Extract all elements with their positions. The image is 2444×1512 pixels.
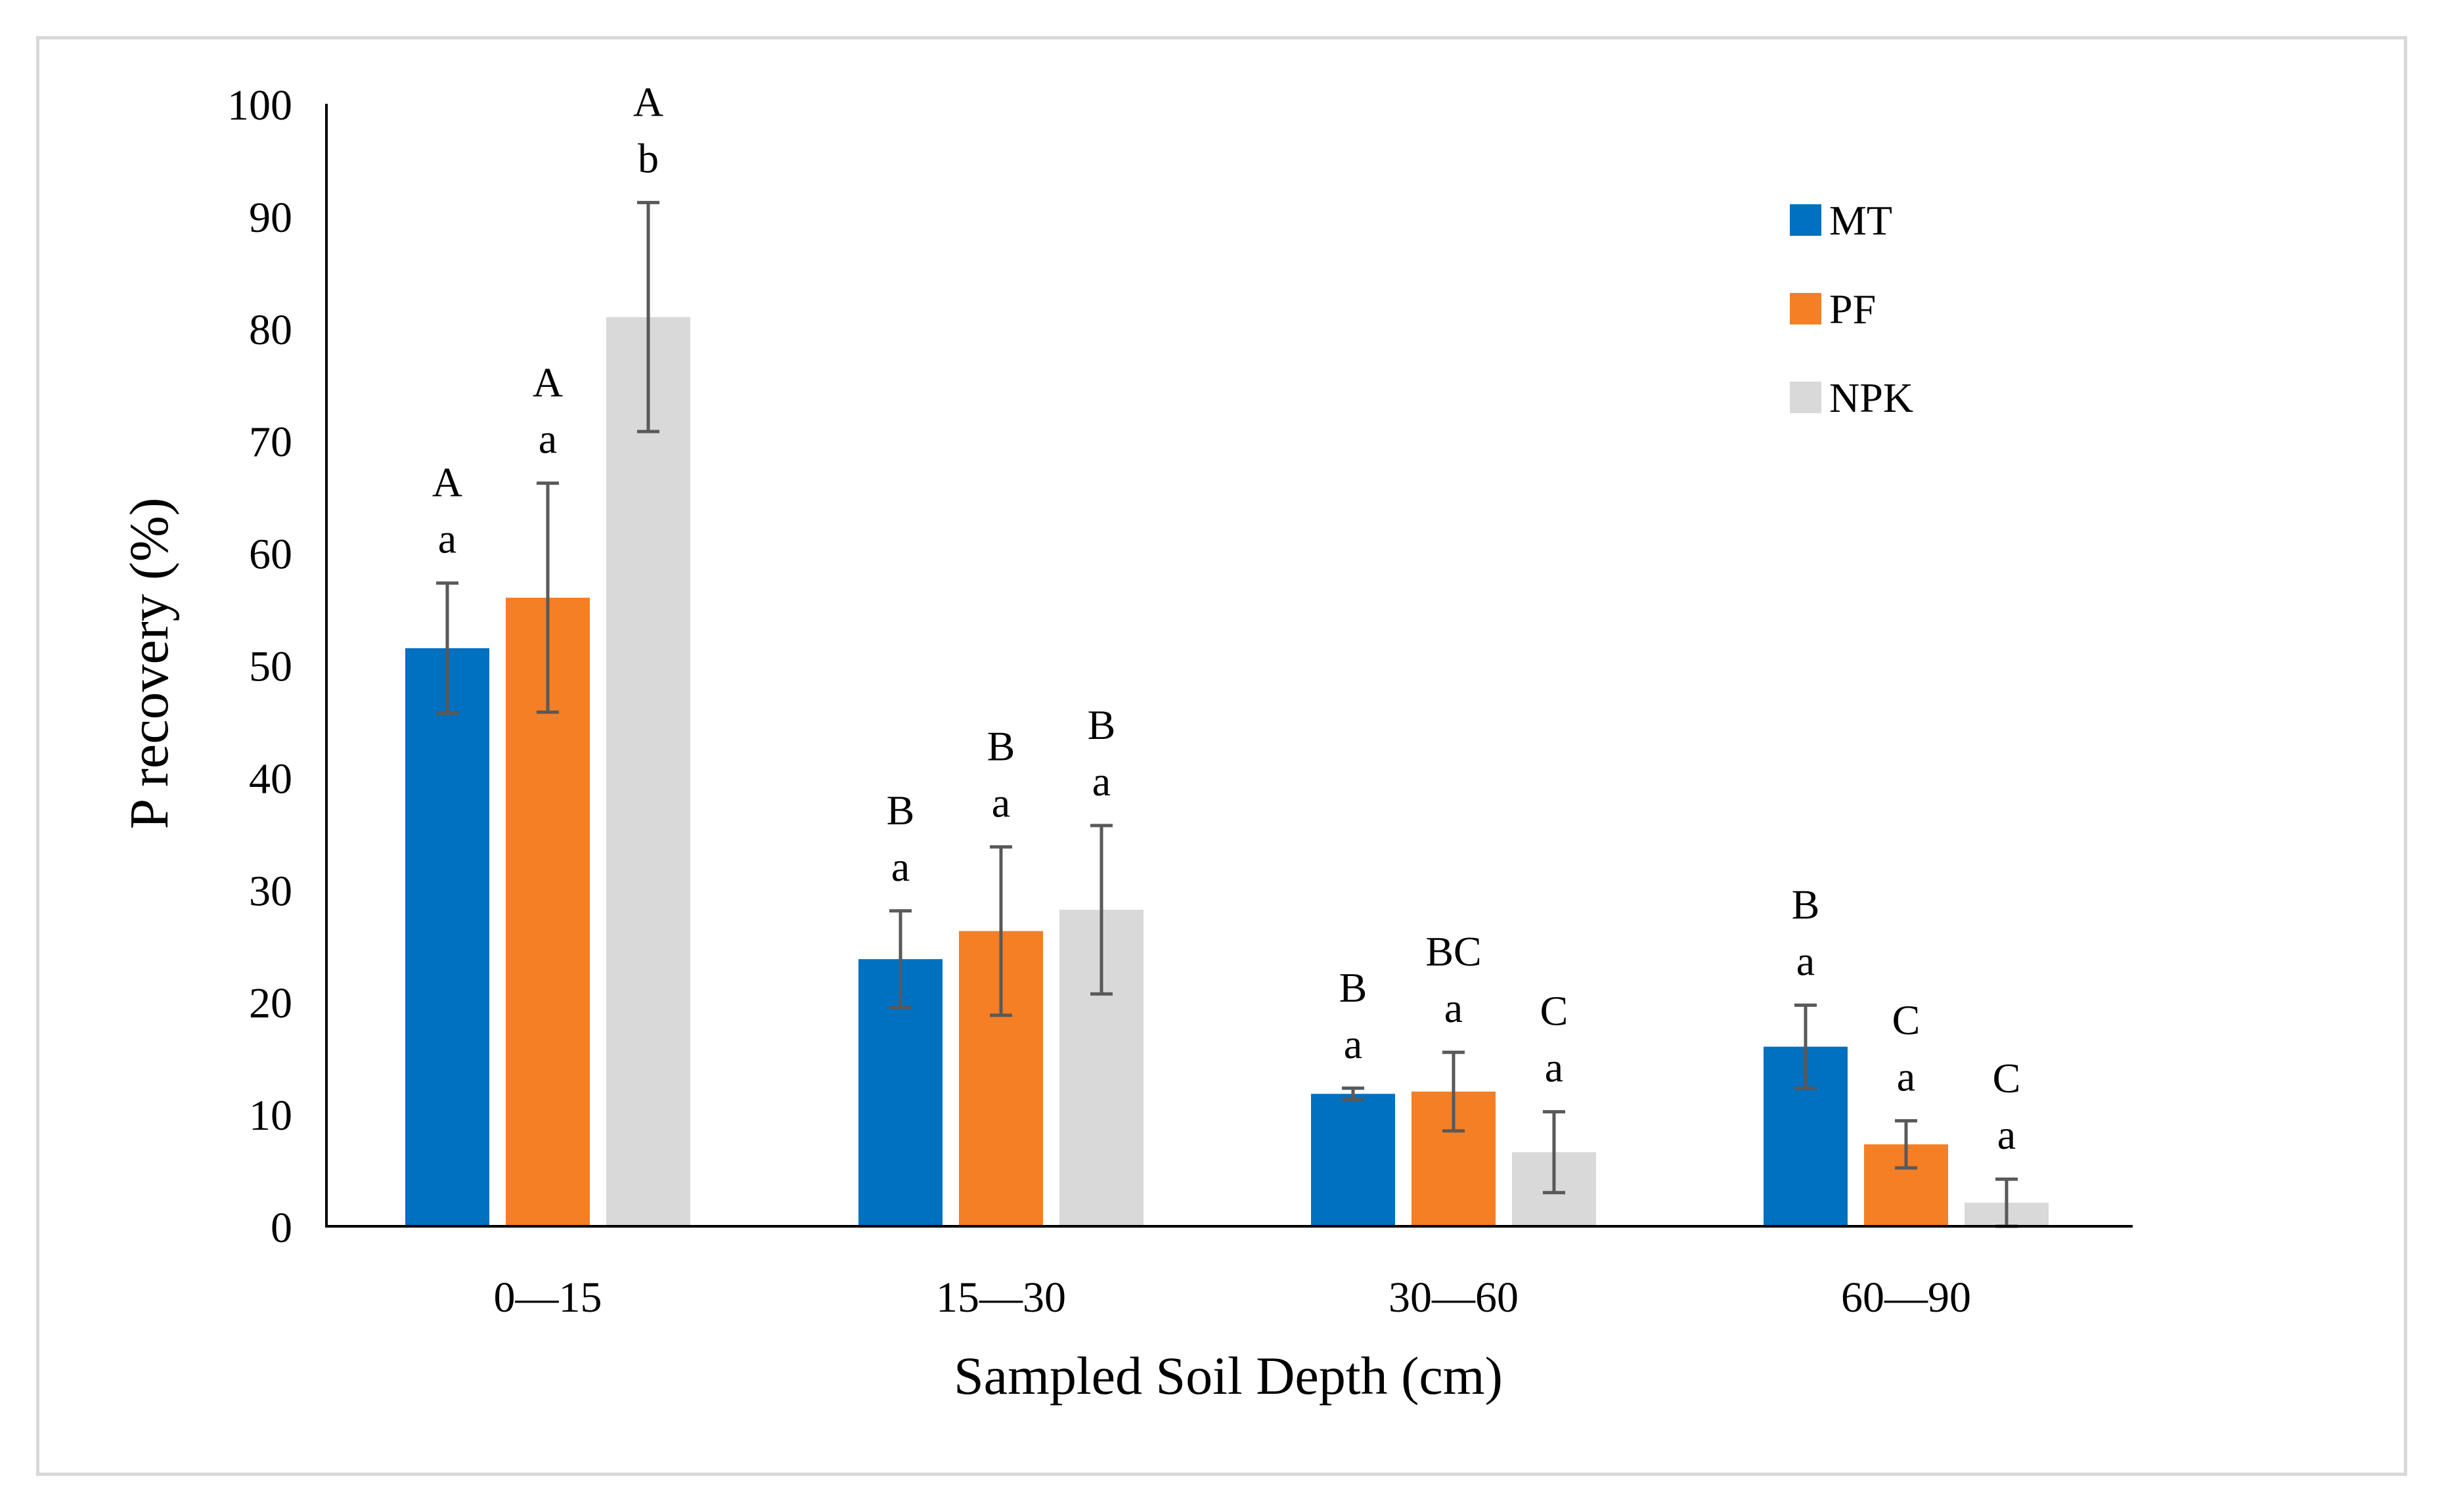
y-tick-label: 60 [249, 531, 292, 579]
significance-letter-upper: B [1088, 701, 1116, 748]
x-category-label: 15—30 [936, 1274, 1066, 1322]
y-tick-label: 0 [271, 1204, 292, 1252]
legend-label-pf: PF [1829, 286, 1876, 332]
y-tick-label: 20 [249, 979, 292, 1027]
significance-letter-upper: C [1993, 1055, 2021, 1101]
y-tick-label: 10 [249, 1092, 292, 1140]
significance-letter-upper: B [1339, 964, 1367, 1011]
bar-mt [405, 648, 489, 1226]
error-bars-layer [436, 200, 2018, 1228]
y-tick-label: 80 [249, 306, 292, 354]
legend: MT PF NPK [1790, 197, 1913, 421]
y-tick-label: 70 [249, 418, 292, 466]
x-category-label: 60—90 [1841, 1274, 1971, 1322]
significance-letter-lower: a [992, 779, 1010, 826]
significance-letter-upper: A [633, 78, 663, 125]
bar-npk [606, 317, 690, 1227]
y-tick-label: 30 [249, 867, 292, 915]
y-tick-label: 50 [249, 643, 292, 691]
y-tick-label: 100 [227, 81, 292, 129]
y-tick-label: 90 [249, 194, 292, 242]
significance-letter-upper: B [987, 723, 1015, 769]
significance-letter-lower: a [1545, 1044, 1563, 1091]
significance-letter-upper: C [1892, 996, 1921, 1043]
significance-letter-lower: a [1344, 1021, 1362, 1067]
legend-label-mt: MT [1829, 197, 1892, 244]
significance-letter-upper: A [432, 459, 462, 506]
significance-letter-upper: A [533, 359, 563, 406]
x-axis-title: Sampled Soil Depth (cm) [954, 1346, 1503, 1406]
significance-letter-lower: a [1897, 1053, 1915, 1100]
significance-letter-lower: a [1997, 1111, 2016, 1158]
y-tick-label: 40 [249, 755, 292, 803]
significance-letter-lower: a [891, 843, 910, 890]
significance-letter-lower: a [1092, 758, 1111, 805]
significance-letter-upper: C [1540, 988, 1568, 1034]
significance-letter-lower: a [1444, 985, 1463, 1031]
bars-layer [405, 317, 2049, 1227]
legend-swatch-mt [1790, 204, 1821, 236]
legend-swatch-pf [1790, 293, 1821, 324]
legend-label-npk: NPK [1829, 374, 1913, 421]
tick-labels-layer: 0 10 20 30 40 50 60 70 80 90 100 0—15 15—30 30—60 60—9… [227, 81, 1971, 1322]
x-category-label: 30—60 [1389, 1274, 1519, 1322]
significance-letter-lower: a [1796, 937, 1815, 984]
y-axis-title: P recovery (%) [119, 497, 180, 829]
significance-letter-upper: B [887, 787, 915, 834]
significance-letter-lower: a [438, 516, 456, 562]
significance-letter-upper: B [1792, 881, 1820, 927]
bar-mt [1311, 1094, 1395, 1226]
x-category-label: 0—15 [494, 1274, 602, 1322]
significance-letter-upper: BC [1425, 928, 1481, 975]
legend-swatch-npk [1790, 382, 1821, 413]
axes-layer [325, 104, 2133, 1228]
significance-letter-lower: a [539, 416, 557, 462]
significance-letter-lower: b [638, 135, 659, 181]
